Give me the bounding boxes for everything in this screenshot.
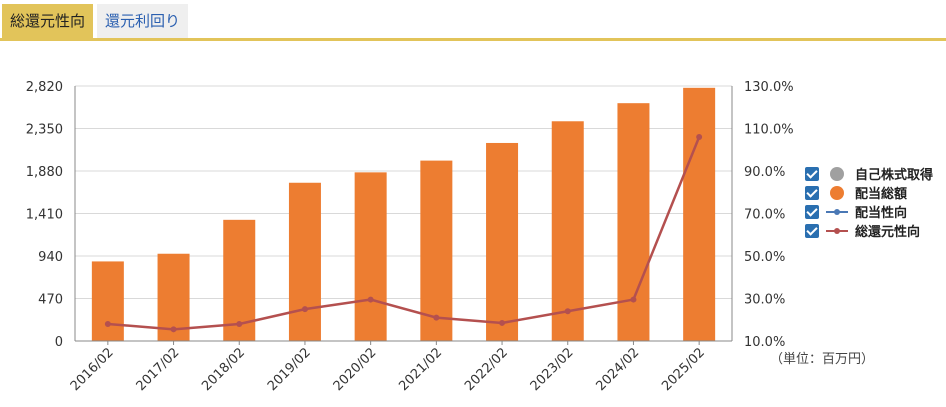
tab-return-yield[interactable]: 還元利回り bbox=[97, 4, 189, 38]
tab-underline bbox=[0, 38, 946, 41]
y-tick-label-right: 70.0% bbox=[744, 208, 785, 223]
line-point bbox=[564, 308, 571, 315]
legend-label: 自己株式取得 bbox=[855, 168, 934, 183]
unit-label: （単位：百万円） bbox=[770, 352, 875, 367]
line-point bbox=[170, 326, 177, 333]
bar bbox=[91, 261, 124, 341]
legend: 自己株式取得 配当総額 配当性向 総還元性向 bbox=[805, 164, 933, 240]
legend-item-total-return-ratio[interactable]: 総還元性向 bbox=[805, 221, 933, 240]
bar bbox=[683, 87, 716, 342]
checkbox-icon[interactable] bbox=[805, 204, 819, 219]
bar bbox=[420, 160, 453, 341]
x-tick-label: 2019/02 bbox=[265, 345, 314, 394]
y-tick-label-left: 0 bbox=[55, 335, 63, 350]
line-point bbox=[104, 321, 111, 327]
bar bbox=[617, 103, 650, 342]
y-tick-label-left: 1,880 bbox=[26, 165, 63, 180]
x-tick-label: 2022/02 bbox=[462, 345, 511, 394]
line-point bbox=[433, 314, 440, 321]
legend-item-dividend-total[interactable]: 配当総額 bbox=[805, 183, 933, 202]
legend-label: 配当性向 bbox=[855, 206, 908, 221]
x-tick-label: 2017/02 bbox=[134, 345, 183, 394]
y-tick-label-right: 10.0% bbox=[744, 335, 785, 350]
line-point bbox=[630, 296, 637, 303]
y-tick-label-right: 130.0% bbox=[744, 80, 794, 95]
y-tick-label-left: 940 bbox=[38, 250, 63, 265]
x-tick-label: 2021/02 bbox=[396, 345, 445, 394]
x-tick-label: 2024/02 bbox=[593, 345, 642, 394]
bar bbox=[288, 182, 321, 341]
y-tick-label-right: 110.0% bbox=[744, 123, 794, 138]
x-tick-label: 2025/02 bbox=[659, 345, 708, 394]
y-tick-label-right: 90.0% bbox=[744, 165, 785, 180]
y-tick-label-left: 2,820 bbox=[26, 80, 63, 95]
legend-item-payout-ratio[interactable]: 配当性向 bbox=[805, 202, 933, 221]
tab-total-return-ratio[interactable]: 総還元性向 bbox=[2, 4, 94, 38]
checkbox-icon[interactable] bbox=[805, 166, 819, 181]
tab-bar: 総還元性向 還元利回り bbox=[0, 0, 946, 41]
x-tick-label: 2020/02 bbox=[331, 345, 380, 394]
line-point bbox=[499, 319, 506, 326]
bar-series bbox=[91, 87, 716, 342]
legend-label: 総還元性向 bbox=[855, 225, 921, 240]
y-tick-label-left: 1,410 bbox=[26, 208, 63, 223]
line-series bbox=[104, 134, 703, 333]
x-tick-label: 2016/02 bbox=[68, 345, 117, 394]
line-point bbox=[696, 134, 703, 140]
y-tick-label-right: 30.0% bbox=[744, 293, 785, 308]
line-marker-icon bbox=[825, 224, 849, 238]
line-point bbox=[367, 296, 374, 303]
bar bbox=[551, 121, 584, 341]
checkbox-icon[interactable] bbox=[805, 223, 819, 238]
y-tick-label-left: 470 bbox=[38, 293, 63, 308]
legend-label: 配当総額 bbox=[855, 187, 908, 202]
line-point bbox=[301, 306, 308, 313]
total-return-ratio-line bbox=[107, 136, 701, 331]
legend-item-buyback[interactable]: 自己株式取得 bbox=[805, 164, 933, 183]
checkbox-icon[interactable] bbox=[805, 185, 819, 200]
y-tick-label-right: 50.0% bbox=[744, 250, 785, 265]
x-tick-label: 2018/02 bbox=[199, 345, 248, 394]
axes: 0 470 940 1,410 1,880 2,350 2,820 10.0% 30.0% 50.… bbox=[26, 80, 794, 394]
bar bbox=[354, 172, 387, 341]
line-marker-icon bbox=[825, 205, 849, 219]
y-tick-label-left: 2,350 bbox=[26, 123, 63, 138]
circle-icon bbox=[825, 166, 849, 181]
bar bbox=[486, 142, 519, 341]
circle-icon bbox=[825, 185, 849, 200]
line-point bbox=[236, 321, 243, 327]
x-tick-label: 2023/02 bbox=[528, 345, 577, 394]
